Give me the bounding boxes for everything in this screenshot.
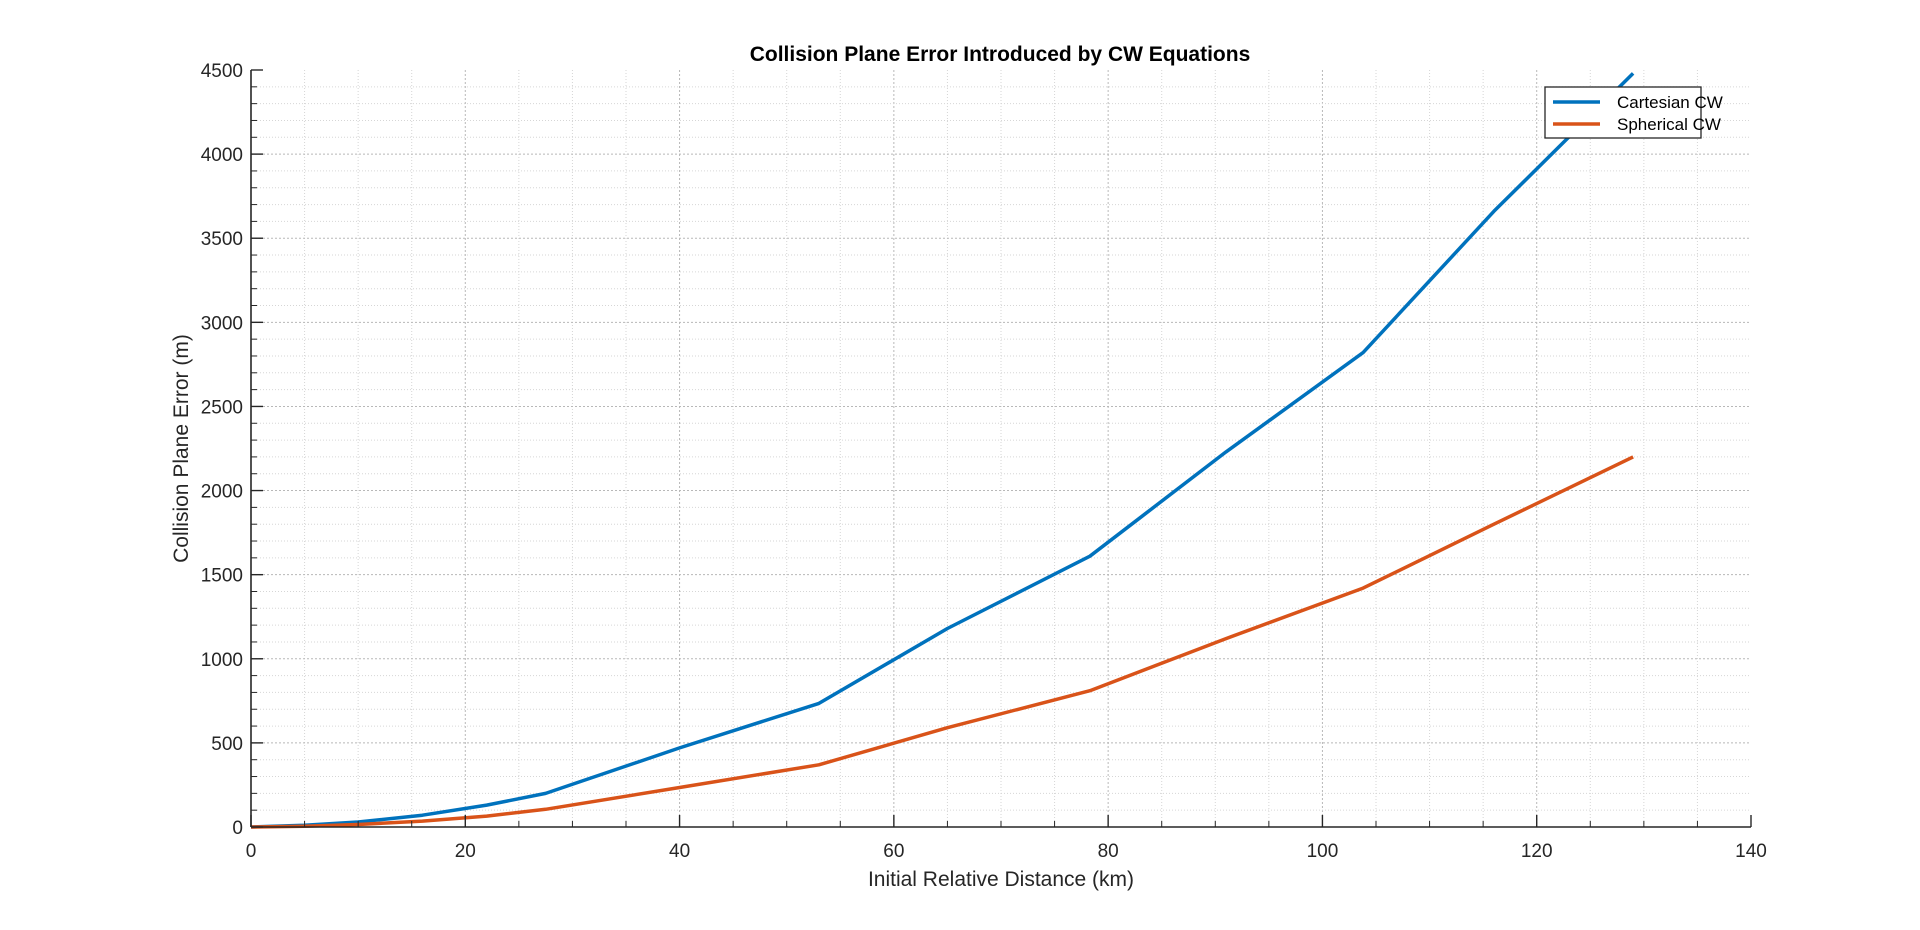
x-tick-label: 120: [1521, 841, 1553, 862]
legend: Cartesian CW Spherical CW: [1544, 86, 1723, 139]
y-axis-label: Collision Plane Error (m): [170, 334, 193, 563]
y-tick-label: 2000: [201, 482, 243, 503]
y-tick-label: 3000: [201, 313, 243, 334]
y-tick-label: 0: [232, 818, 243, 839]
x-tick-label: 100: [1307, 841, 1339, 862]
x-tick-label: 60: [883, 841, 904, 862]
grid: [251, 70, 1751, 827]
legend-box: [1544, 86, 1702, 139]
x-tick-label: 80: [1098, 841, 1119, 862]
x-tick-label: 20: [455, 841, 476, 862]
y-tick-label: 1000: [201, 650, 243, 671]
x-tick-label: 140: [1735, 841, 1767, 862]
y-tick-label: 3500: [201, 229, 243, 250]
series-line-spherical-cw: [250, 455, 1634, 829]
y-tick-label: 4000: [201, 145, 243, 166]
legend-label: Spherical CW: [1617, 115, 1721, 134]
legend-label: Cartesian CW: [1617, 93, 1723, 112]
x-tick-label: 40: [669, 841, 690, 862]
x-tick-label: 0: [246, 841, 257, 862]
ticks: 0 20 40 60 80 100 120 140 0 500 1000 1500 2000 2500 30…: [201, 61, 1767, 862]
y-tick-label: 4500: [201, 61, 243, 82]
y-tick-label: 1500: [201, 566, 243, 587]
y-tick-label: 2500: [201, 397, 243, 418]
x-axis-label: Initial Relative Distance (km): [868, 868, 1134, 891]
series-line-cartesian-cw: [250, 72, 1635, 829]
y-tick-label: 500: [211, 734, 243, 755]
plot-series: [250, 72, 1635, 829]
chart-title: Collision Plane Error Introduced by CW E…: [750, 43, 1251, 66]
